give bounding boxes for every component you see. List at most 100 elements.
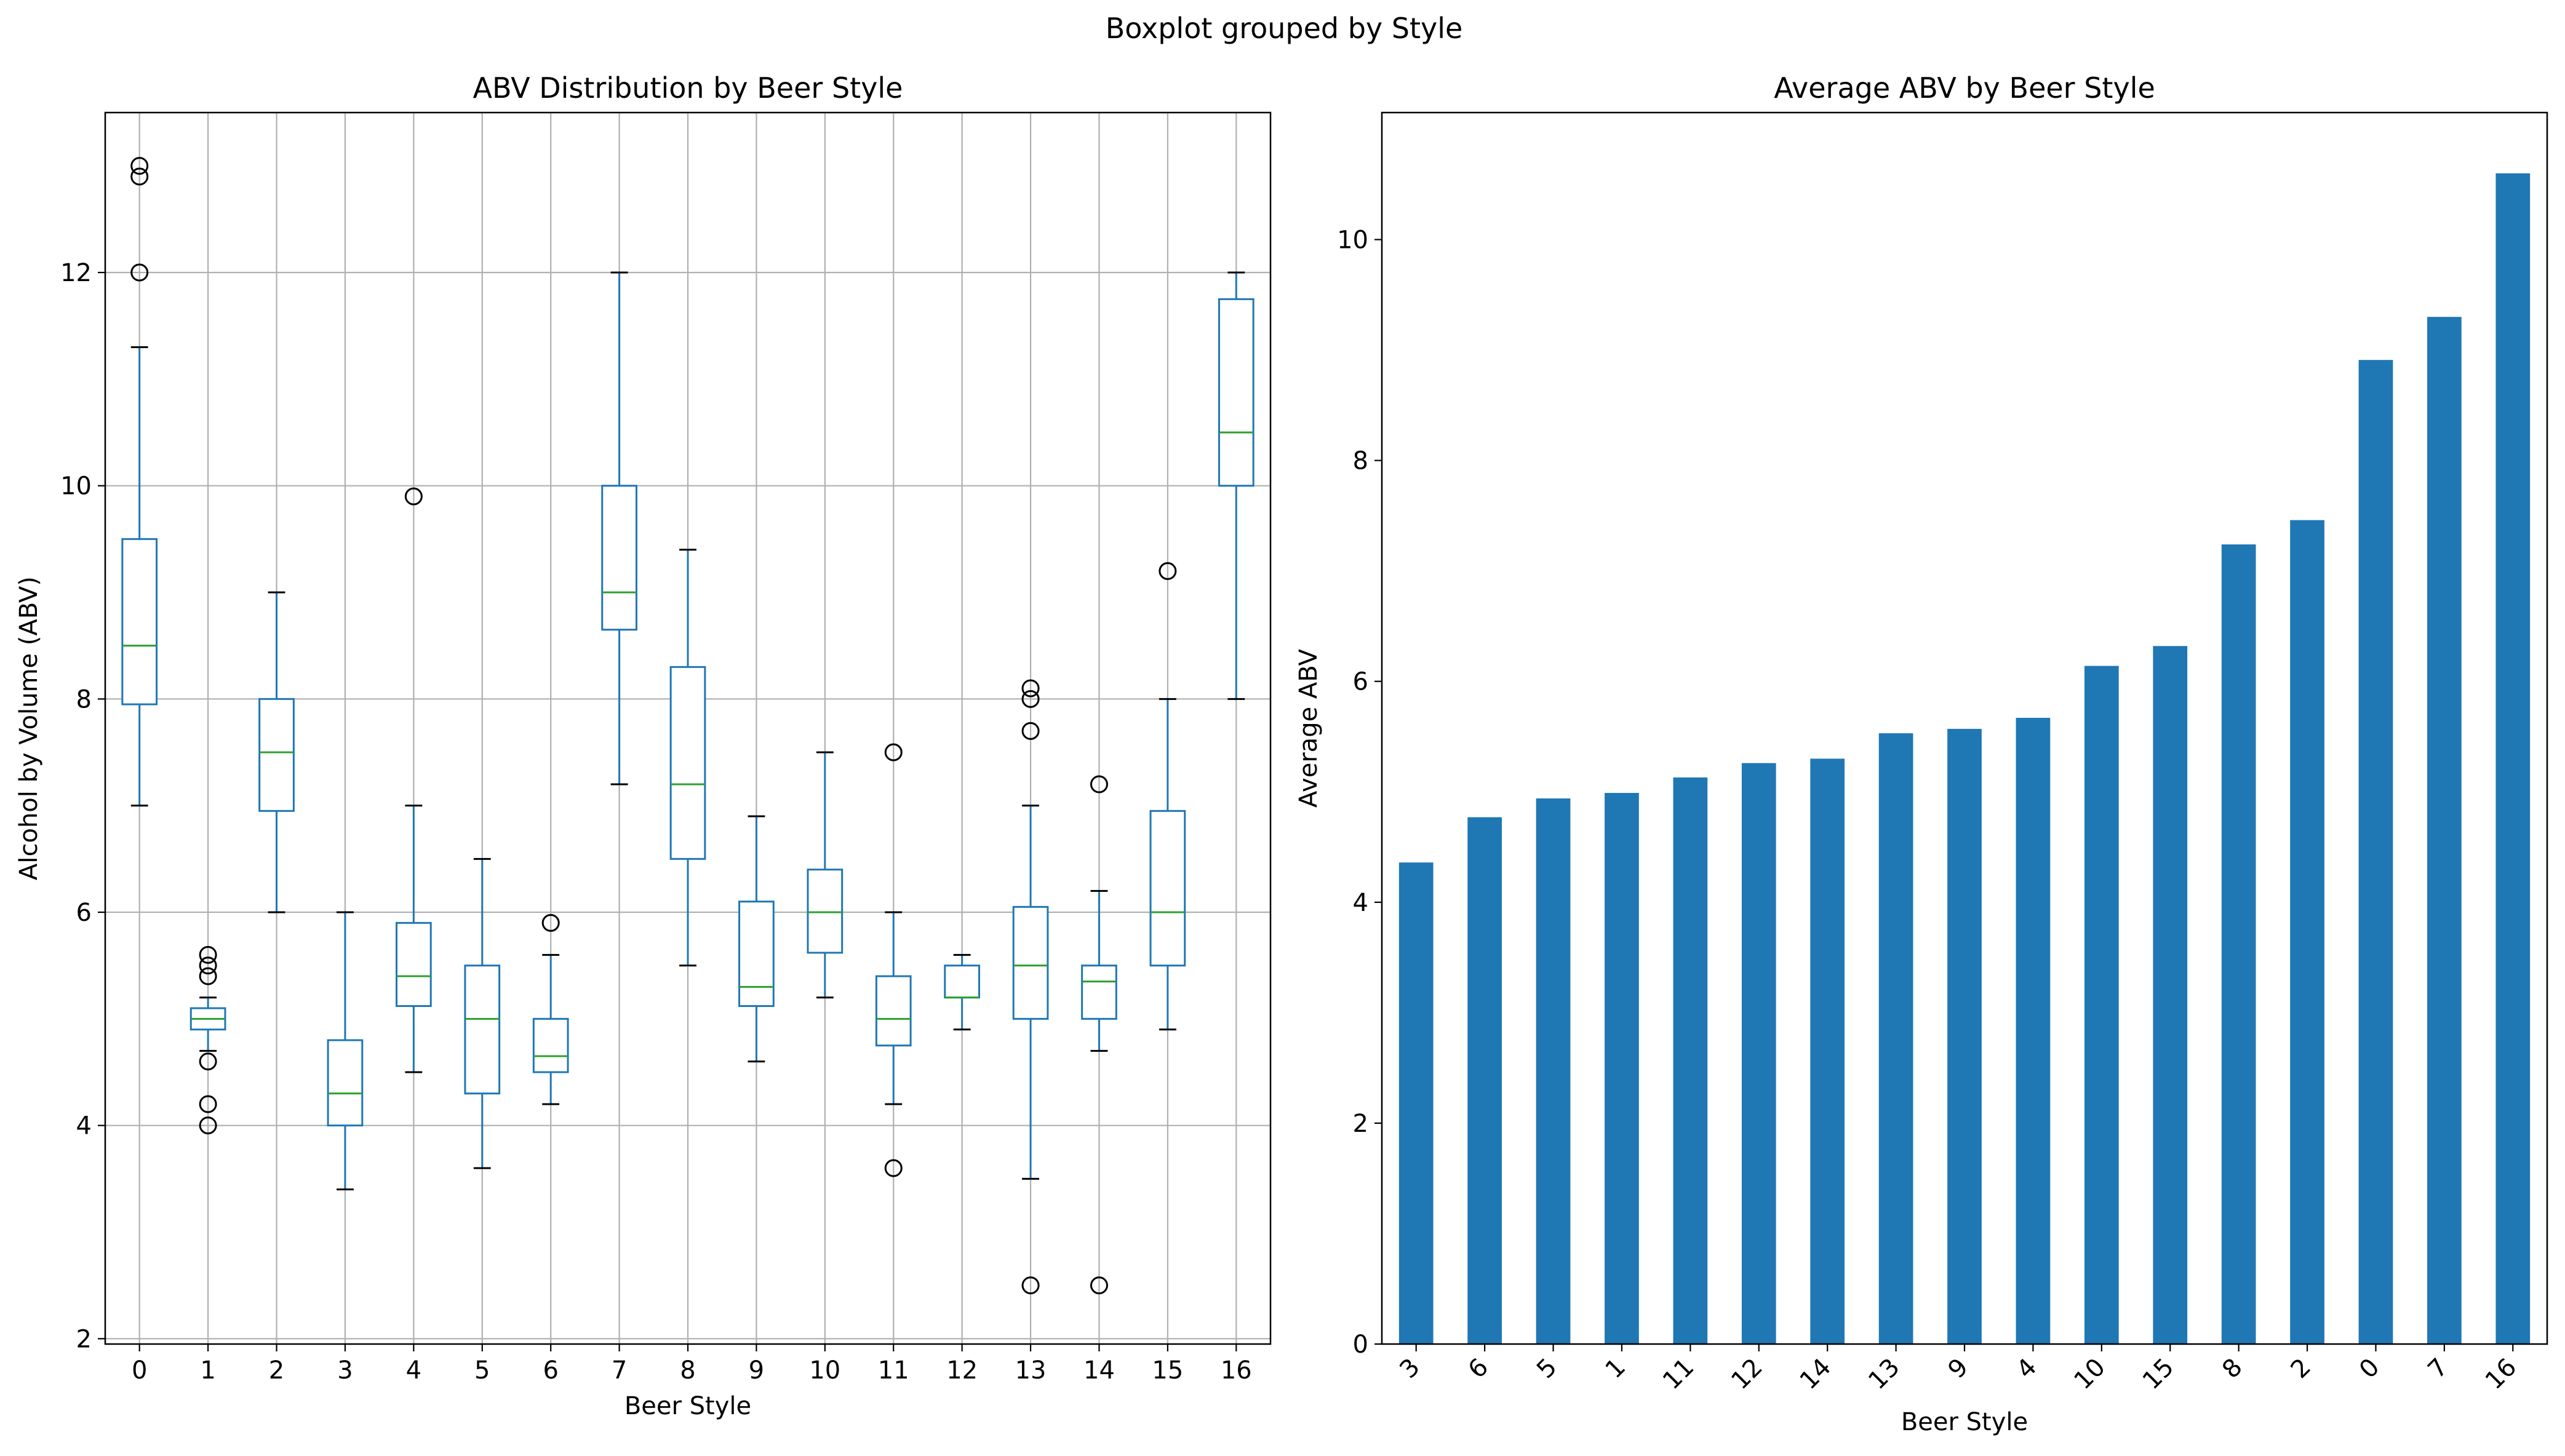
boxplot-box-group (1012, 679, 1049, 1295)
bar-chart-bar (2495, 173, 2531, 1344)
boxplot-outlier-point (1159, 562, 1177, 580)
boxplot-box (807, 869, 844, 954)
boxplot-x-axis: 0 1 2 3 4 5 6 7 8 9 10 11 12 13 14 15 16 (132, 1344, 1252, 1385)
boxplot-x-tick-label: 3 (337, 1356, 353, 1385)
boxplot-x-tick-label: 1 (200, 1356, 215, 1385)
boxplot-box (738, 901, 775, 1008)
bar-chart-y-tick-label: 6 (1353, 668, 1368, 696)
boxplot-box-group (738, 815, 775, 1063)
bar-chart-bar (1673, 777, 1708, 1344)
boxplot-x-tick-label: 15 (1152, 1356, 1183, 1385)
boxplot-x-tick-label: 4 (406, 1356, 421, 1385)
boxplot-box (875, 975, 912, 1047)
boxplot-box-group (1218, 271, 1255, 700)
boxplot-box-group (327, 911, 364, 1191)
boxplot-outlier-point (541, 913, 560, 932)
bar-chart-bar (2084, 666, 2119, 1344)
boxplot-x-tick-label: 0 (132, 1356, 147, 1385)
boxplot-box (601, 485, 637, 631)
boxplot-box (396, 921, 432, 1008)
bar-chart-bar (1605, 793, 1639, 1344)
bar-chart-bar (1741, 763, 1776, 1344)
boxplot-x-tick-label: 12 (946, 1356, 978, 1385)
boxplot-x-tick-label: 11 (878, 1356, 909, 1385)
boxplot-x-tick-label: 16 (1221, 1356, 1252, 1385)
bar-chart-bar (2016, 717, 2051, 1344)
boxplot-outlier-point (199, 967, 217, 985)
boxplot-y-axis-label: Alcohol by Volume (ABV) (15, 576, 43, 880)
boxplot-box (327, 1039, 364, 1127)
boxplot-box-group (807, 751, 844, 999)
boxplot-box (944, 965, 980, 999)
boxplot-box-group (1081, 775, 1117, 1295)
boxplot-box-group (396, 487, 432, 1073)
boxplot-x-tick-label: 9 (749, 1356, 764, 1385)
bar-chart-bars (1398, 173, 2531, 1344)
boxplot-outlier-point (1021, 1276, 1040, 1295)
bar-chart-x-axis-label: Beer Style (1901, 1408, 2028, 1436)
boxplot-outlier-point (130, 167, 149, 186)
boxplot-outlier-point (884, 1159, 903, 1177)
boxplot-x-tick-label: 14 (1083, 1356, 1115, 1385)
boxplot-y-tick-label: 12 (60, 259, 92, 287)
boxplot-title: ABV Distribution by Beer Style (473, 71, 903, 105)
boxplot-x-tick-label: 2 (269, 1356, 284, 1385)
bar-chart-bar (1467, 817, 1502, 1344)
boxplot-marks (121, 157, 1255, 1295)
bar-chart-y-tick-label: 0 (1353, 1331, 1368, 1359)
bar-chart-bar (2358, 360, 2393, 1344)
boxplot-outlier-point (404, 487, 423, 506)
boxplot-box-group (875, 743, 912, 1177)
boxplot-box (532, 1017, 569, 1073)
bar-chart-bar (2153, 646, 2188, 1344)
bar-chart-y-axis: 0 2 4 6 8 10 (1337, 226, 1382, 1359)
boxplot-x-tick-label: 13 (1015, 1356, 1047, 1385)
boxplot-outlier-point (130, 157, 149, 175)
boxplot-box-group (121, 157, 158, 807)
boxplot-x-tick-label: 7 (612, 1356, 627, 1385)
boxplot-box-group (944, 953, 980, 1031)
boxplot-box (258, 698, 295, 812)
boxplot-box (1149, 810, 1186, 967)
boxplot-y-axis: 2 4 6 8 10 12 (60, 259, 105, 1353)
boxplot-outlier-point (884, 743, 903, 762)
boxplot-outlier-point (199, 1095, 217, 1113)
boxplot-outlier-point (199, 1052, 217, 1071)
boxplot-outlier-point (130, 263, 149, 282)
boxplot-outlier-point (1021, 722, 1040, 740)
boxplot-y-tick-label: 10 (60, 472, 92, 501)
bar-chart-title: Average ABV by Beer Style (1774, 71, 2155, 105)
bar-chart-bar (1878, 733, 1913, 1344)
bar-chart-y-tick-label: 2 (1353, 1110, 1368, 1138)
boxplot-x-tick-label: 5 (474, 1356, 490, 1385)
bar-chart-y-axis-label: Average ABV (1294, 648, 1323, 808)
boxplot-y-tick-label: 2 (76, 1325, 92, 1353)
boxplot-box-group (189, 945, 226, 1135)
boxplot-outlier-point (199, 945, 217, 964)
figure-suptitle: Boxplot grouped by Style (1106, 12, 1463, 45)
bar-chart-bar (2221, 544, 2256, 1344)
boxplot-box (1218, 298, 1255, 487)
boxplot-box (121, 538, 158, 706)
boxplot-box (1012, 905, 1049, 1020)
boxplot-x-tick-label: 10 (809, 1356, 840, 1385)
boxplot-outlier-point (199, 957, 217, 975)
boxplot-box-group (601, 271, 637, 786)
boxplot-outlier-point (199, 1116, 217, 1135)
bar-chart-bar (1947, 728, 1982, 1344)
boxplot-box-group (669, 549, 706, 967)
boxplot-x-tick-label: 6 (543, 1356, 558, 1385)
bar-chart-bar (1810, 758, 1845, 1344)
boxplot-outlier-point (1090, 1276, 1108, 1295)
boxplot-box-group (532, 913, 569, 1105)
boxplot-y-tick-label: 4 (76, 1112, 92, 1140)
bar-chart-y-tick-label: 10 (1337, 226, 1368, 254)
boxplot-box-group (1149, 562, 1186, 1031)
boxplot-outlier-point (1021, 679, 1040, 698)
boxplot-box (1081, 965, 1117, 1020)
bar-chart-bar (1398, 862, 1434, 1344)
boxplot-y-tick-label: 8 (76, 685, 92, 714)
